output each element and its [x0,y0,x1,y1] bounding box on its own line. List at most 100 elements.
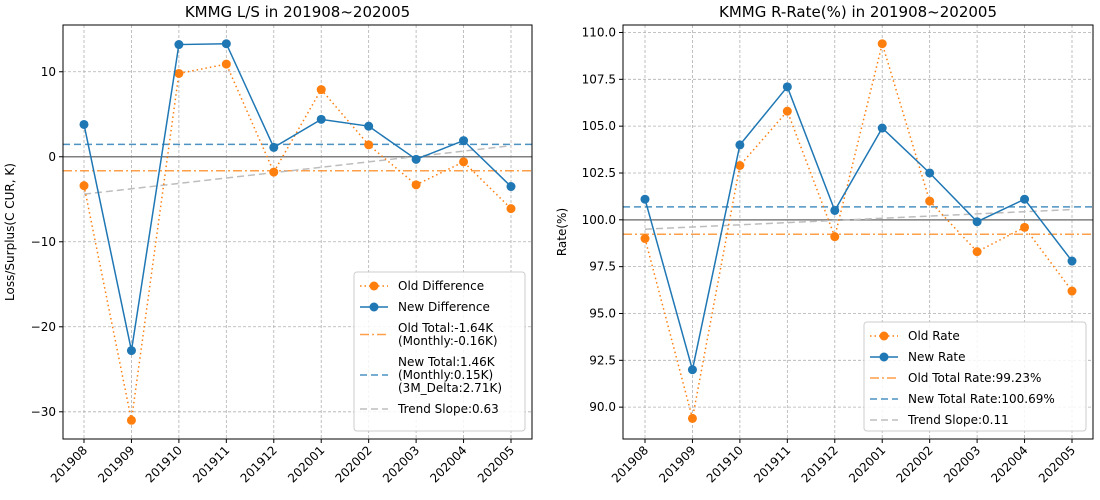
series-1-point [830,205,840,215]
series-1-point [79,119,89,129]
x-tick-label: 201910 [143,443,185,485]
chart-title: KMMG L/S in 201908~202005 [185,3,410,21]
trend-line [83,144,512,195]
x-tick-label: 202004 [988,443,1030,485]
x-tick-label: 202004 [427,443,469,485]
x-tick-label: 202001 [285,443,327,485]
series-0-point [687,413,697,423]
series-line-1 [644,85,1073,370]
legend-marker-old_diff [879,331,889,341]
y-tick-label: 102.5 [582,166,616,180]
y-tick-label: 95.0 [589,306,616,320]
legend: Old Rate New Rate Old Total Rate:99.23% New… [863,321,1087,432]
x-tick-label: 202002 [332,443,374,485]
series-1-point [877,123,887,133]
series-1-point [1020,194,1030,204]
x-tick-label: 201909 [656,443,698,485]
x-tick-label: 201908 [48,443,90,485]
series-0-point [174,68,184,78]
series-0-point [316,85,326,95]
legend-label-trend: Trend Slope:0.63 [397,402,499,416]
legend-label-old_diff: Old Rate [908,329,960,343]
series-1-point [269,142,279,152]
x-tick-label: 202003 [380,443,422,485]
chart-title: KMMG R-Rate(%) in 201908~202005 [719,3,997,21]
chart-loss-surplus: −30 −20 −10 0 10 201908 201909 201910 201911 2019… [3,3,533,486]
x-tick-label: 202005 [475,443,517,485]
y-tick-label: −30 [31,405,56,419]
y-tick-label: 105.0 [582,119,616,133]
series-1-point [506,182,516,192]
legend-label-new_total: New Total:1.46K [398,355,496,369]
legend-label-new_total: (3M_Delta:2.71K) [398,381,502,395]
series-line-0 [83,63,512,421]
series-1-point [640,194,650,204]
series-0-point [640,234,650,244]
y-tick-label: −10 [31,235,56,249]
x-tick-label: 201910 [704,443,746,485]
legend-label-new_total: New Total Rate:100.69% [908,392,1055,406]
legend-marker-new_diff [369,302,379,312]
series-line-1 [83,42,512,351]
legend-box [863,321,1087,432]
series-0-point [1020,222,1030,232]
series-0-point [925,196,935,206]
y-tick-label: 107.5 [582,72,616,86]
trend-line [644,208,1073,230]
y-tick-label: 10 [41,65,56,79]
legend-label-old_total: (Monthly:-0.16K) [398,334,498,348]
legend-label-new_total: (Monthly:0.15K) [398,368,493,382]
series-0-point [830,232,840,242]
y-axis-label: Rate(%) [555,208,569,256]
x-tick-label: 201908 [609,443,651,485]
y-tick-label: 0 [48,150,56,164]
series-0-point [79,181,89,191]
x-tick-label: 202003 [941,443,983,485]
series-1-point [316,114,326,124]
x-tick-label: 201911 [751,443,793,485]
x-tick-label: 202001 [846,443,888,485]
y-tick-label: 92.5 [589,353,616,367]
series-0-point [735,160,745,170]
legend-box [353,271,526,432]
x-tick-label: 201912 [238,443,280,485]
series-1-point [735,140,745,150]
series-1-point [221,39,231,49]
legend-marker-old_diff [369,281,379,291]
y-tick-label: −20 [31,320,56,334]
series-1-point [972,217,982,227]
series-0-point [221,59,231,69]
series-1-point [1067,256,1077,266]
series-0-point [506,204,516,214]
x-tick-label: 201911 [190,443,232,485]
legend-label-old_diff: Old Difference [398,279,484,293]
legend-label-old_total: Old Total Rate:99.23% [908,371,1041,385]
series-1-point [459,136,469,146]
legend: Old Difference New Difference Old Total:-1… [353,271,526,432]
series-1-point [364,121,374,131]
chart-r-rate: 90.0 92.5 95.0 97.5 100.0 102.5 105.0 107.5 110.… [555,3,1094,486]
legend-label-new_diff: New Rate [908,350,966,364]
y-axis-label: Loss/Surplus(C CUR, K) [3,163,17,301]
series-1-point [174,40,184,50]
series-1-point [411,154,421,164]
legend-label-old_total: Old Total:-1.64K [398,321,494,335]
y-tick-label: 100.0 [582,213,616,227]
series-0-point [972,247,982,257]
series-0-point [459,157,469,167]
series-1-point [925,168,935,178]
legend-label-new_diff: New Difference [398,300,490,314]
series-1-point [687,365,697,375]
series-1-point [782,82,792,92]
x-tick-label: 202005 [1036,443,1078,485]
series-0-point [877,39,887,49]
series-0-point [126,415,136,425]
y-tick-label: 110.0 [582,25,616,39]
series-0-point [1067,286,1077,296]
plot-frame [622,24,1094,440]
series-1-point [126,346,136,356]
x-tick-label: 202002 [893,443,935,485]
legend-label-trend: Trend Slope:0.11 [907,413,1009,427]
x-tick-label: 201909 [95,443,137,485]
